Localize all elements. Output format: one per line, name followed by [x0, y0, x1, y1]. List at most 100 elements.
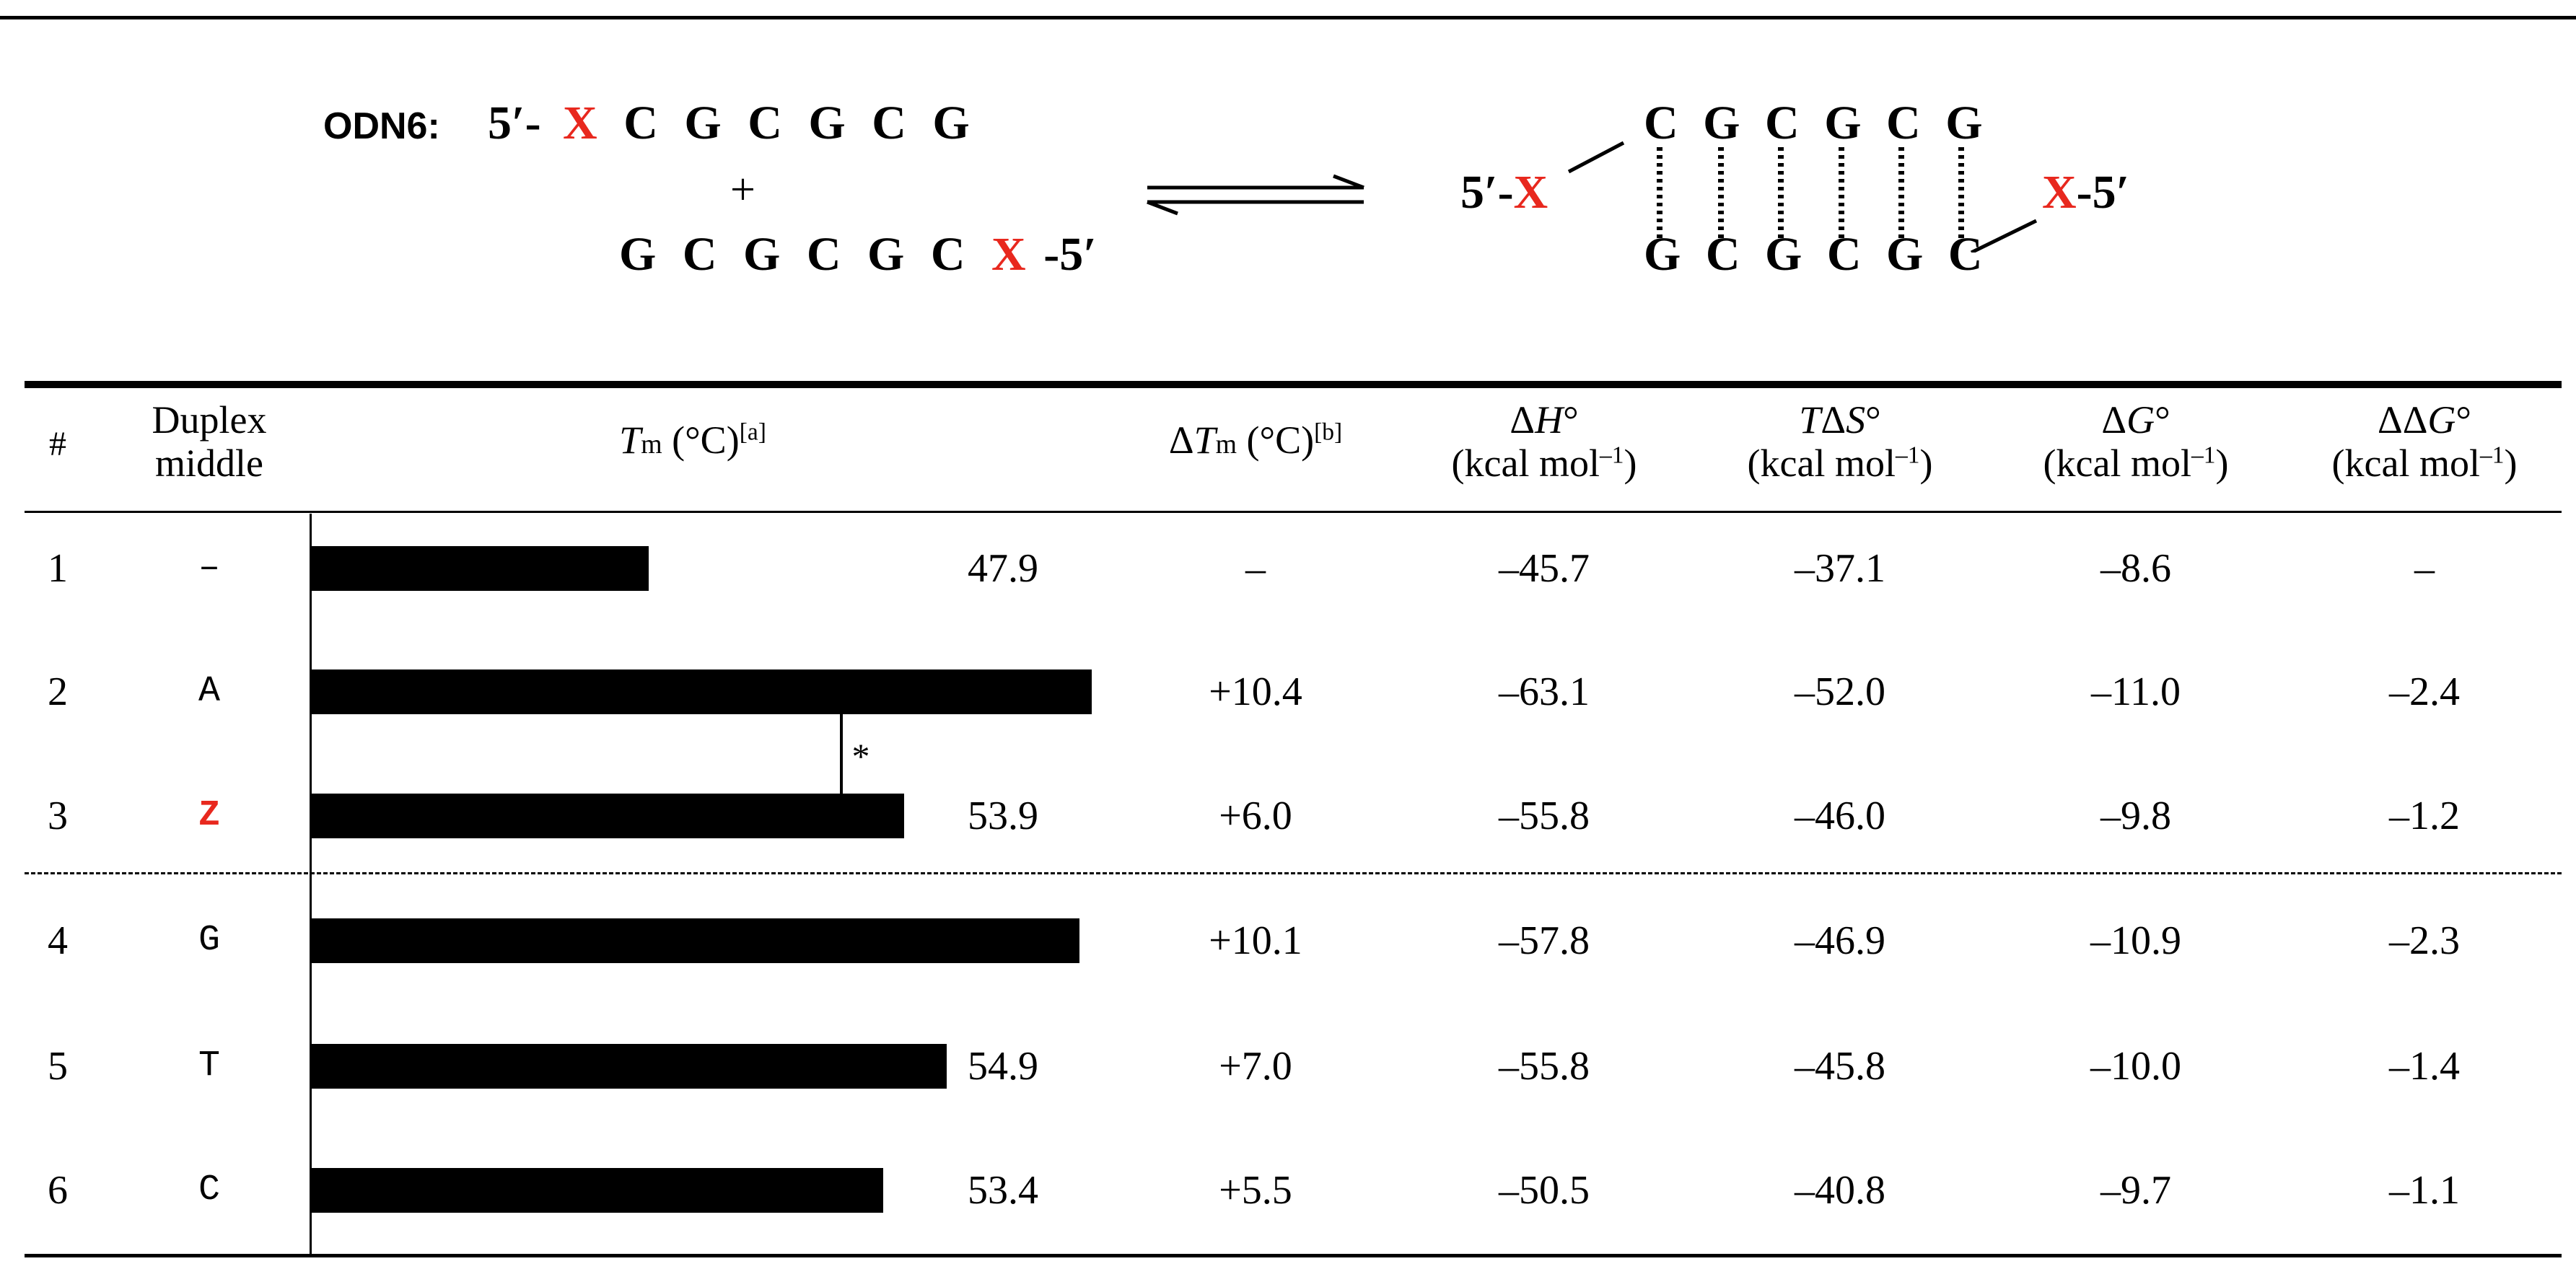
- header-duplex-middle: Duplex middle: [115, 398, 303, 485]
- header-ddg-var: G: [2427, 398, 2456, 442]
- bottom-strand-base: G: [743, 228, 781, 281]
- chart-axis-line: [310, 514, 312, 1257]
- header-ddg-degree: °: [2455, 398, 2472, 442]
- delta-g-value: –8.6: [2100, 546, 2171, 591]
- delta-delta-g-value: –: [2414, 546, 2435, 591]
- delta-g-value: –10.0: [2090, 1044, 2181, 1089]
- base-pairing-lines: [1567, 141, 2038, 253]
- header-dg-degree: °: [2155, 398, 2170, 442]
- header-dtm-delta: Δ: [1168, 418, 1194, 462]
- tm-bar: [312, 669, 1092, 714]
- header-t-delta-s: TΔS° (kcal mol–1): [1696, 398, 1984, 485]
- t-delta-s-value: –52.0: [1795, 669, 1885, 714]
- top-strand-prime: 5′-: [488, 97, 541, 149]
- delta-delta-g-value: –2.3: [2389, 918, 2460, 963]
- header-dh-degree: °: [1563, 398, 1579, 442]
- delta-delta-g-value: –1.2: [2389, 794, 2460, 838]
- header-dtm-footnote: [b]: [1314, 418, 1343, 446]
- product-bottom-base: C: [1948, 228, 1983, 281]
- top-strand-base: C: [748, 97, 782, 149]
- header-tds-T: T: [1799, 398, 1821, 442]
- header-dg-unit: (kcal mol–1): [2043, 442, 2229, 485]
- top-strand-base: C: [623, 97, 658, 149]
- header-dtm-T: T: [1193, 418, 1216, 462]
- row-number: 1: [48, 546, 68, 591]
- header-ddg-unit: (kcal mol–1): [2331, 442, 2518, 485]
- row-number: 4: [48, 918, 68, 963]
- delta-g-value: –10.9: [2090, 918, 2181, 963]
- delta-tm-value: +6.0: [1219, 794, 1292, 838]
- header-delta-g: ΔG° (kcal mol–1): [1992, 398, 2280, 485]
- top-strand-base: G: [684, 97, 722, 149]
- t-delta-s-value: –37.1: [1795, 546, 1885, 591]
- bottom-strand-x: X: [991, 228, 1026, 281]
- bottom-strand-base: C: [682, 228, 717, 281]
- header-delta-h: ΔH° (kcal mol–1): [1400, 398, 1688, 485]
- header-duplex-line2: middle: [155, 442, 263, 485]
- bottom-strand-base: G: [867, 228, 905, 281]
- delta-tm-value: –: [1245, 546, 1266, 591]
- delta-delta-g-value: –2.4: [2389, 669, 2460, 714]
- tm-value: 47.9: [968, 546, 1038, 591]
- top-rule: [0, 16, 2576, 19]
- product-left-x: X: [1513, 166, 1548, 219]
- header-tm: Tm (°C)[a]: [462, 418, 924, 466]
- bottom-strand-base: C: [930, 228, 965, 281]
- delta-h-value: –45.7: [1499, 546, 1590, 591]
- top-strand-x: X: [563, 97, 597, 149]
- delta-h-value: –57.8: [1499, 918, 1590, 963]
- tm-value: 54.9: [968, 1044, 1038, 1089]
- duplex-middle-value: Z: [198, 795, 220, 836]
- delta-h-value: –55.8: [1499, 794, 1590, 838]
- product-top-base: G: [1945, 97, 1983, 149]
- row-number: 6: [48, 1168, 68, 1213]
- tm-bar: [312, 546, 649, 591]
- delta-tm-value: +5.5: [1219, 1168, 1292, 1213]
- header-dh-unit: (kcal mol–1): [1451, 442, 1637, 485]
- t-delta-s-value: –46.9: [1795, 918, 1885, 963]
- top-strand: 5′- X C G C G C G: [488, 98, 970, 149]
- product-top-base: C: [1886, 97, 1921, 149]
- group-separator: [25, 872, 2562, 874]
- plus-sign: +: [730, 165, 755, 214]
- delta-h-value: –55.8: [1499, 1044, 1590, 1089]
- header-number: #: [49, 425, 66, 463]
- bottom-strand-prime: -5′: [1043, 228, 1097, 281]
- equilibrium-arrow-icon: [1147, 174, 1364, 216]
- header-tm-T: T: [619, 418, 641, 462]
- delta-h-value: –63.1: [1499, 669, 1590, 714]
- product-bottom-base: G: [1886, 228, 1924, 281]
- header-ddg-delta: ΔΔ: [2377, 398, 2428, 442]
- t-delta-s-value: –45.8: [1795, 1044, 1885, 1089]
- bottom-strand-base: G: [619, 228, 657, 281]
- header-tm-m: m: [641, 429, 662, 460]
- product-top-base: C: [1644, 97, 1678, 149]
- significance-bracket: [714, 690, 843, 821]
- delta-delta-g-value: –1.4: [2389, 1044, 2460, 1089]
- product-top-base: C: [1765, 97, 1800, 149]
- header-tm-unit: (°C): [662, 418, 740, 462]
- header-delta-delta-g: ΔΔG° (kcal mol–1): [2280, 398, 2569, 485]
- delta-g-value: –9.7: [2100, 1168, 2171, 1213]
- tm-value: 53.4: [968, 1168, 1038, 1213]
- delta-g-value: –9.8: [2100, 794, 2171, 838]
- header-tds-S: S: [1846, 398, 1866, 442]
- header-tds-delta: Δ: [1821, 398, 1846, 442]
- product-top-base: G: [1824, 97, 1862, 149]
- product-right-label: X-5′: [2042, 167, 2129, 218]
- duplex-middle-value: C: [198, 1169, 220, 1211]
- tm-bar: [312, 1044, 947, 1089]
- header-dh-delta: Δ: [1510, 398, 1535, 442]
- bottom-strand-base: C: [806, 228, 841, 281]
- top-strand-base: C: [872, 97, 906, 149]
- row-number: 5: [48, 1044, 68, 1089]
- delta-tm-value: +10.4: [1209, 669, 1302, 714]
- product-bottom-strand: G C G C G C: [1644, 229, 1983, 280]
- duplex-middle-value: A: [198, 671, 220, 712]
- header-tds-unit: (kcal mol–1): [1747, 442, 1933, 485]
- product-left-prime: 5′-: [1460, 166, 1514, 219]
- header-tm-footnote: [a]: [739, 418, 766, 446]
- duplex-middle-value: T: [198, 1045, 220, 1086]
- t-delta-s-value: –40.8: [1795, 1168, 1885, 1213]
- row-number: 3: [48, 794, 68, 838]
